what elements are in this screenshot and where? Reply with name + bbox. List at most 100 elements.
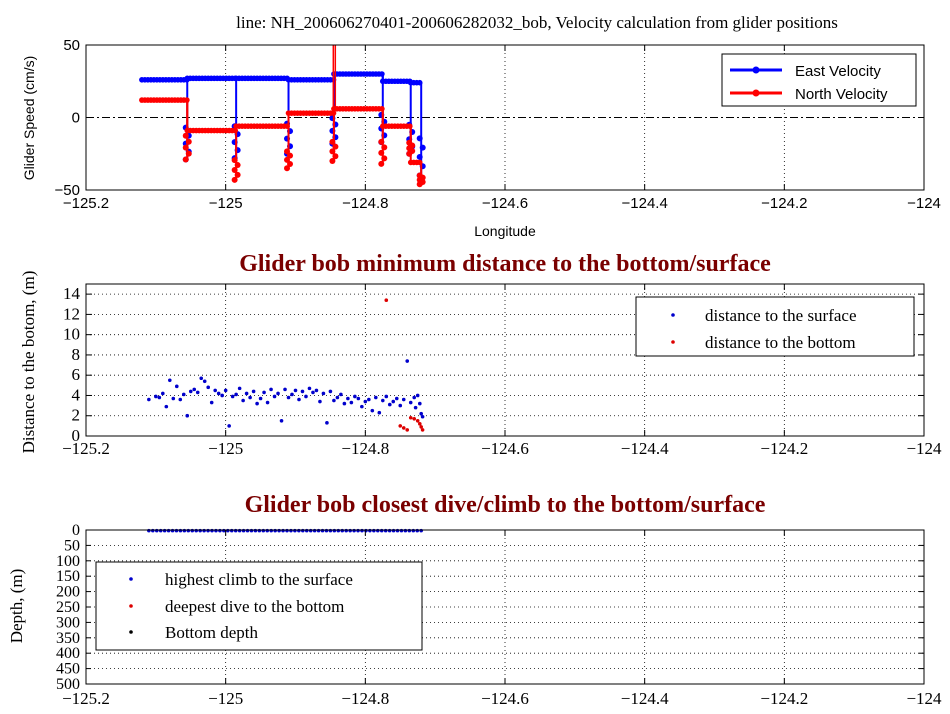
surface-distance-point	[168, 378, 172, 383]
distance-panel: Glider bob minimum distance to the botto…	[19, 251, 942, 458]
bottom-distance-point	[420, 428, 425, 432]
north-velocity-dip-point	[284, 165, 291, 172]
y-tick-label: 150	[56, 568, 80, 585]
climb-surface-point	[273, 528, 277, 533]
climb-surface-point	[352, 528, 356, 533]
climb-surface-point	[147, 528, 151, 533]
surface-distance-point	[307, 386, 312, 391]
surface-distance-point	[332, 398, 336, 403]
surface-distance-point	[269, 387, 273, 392]
y-tick-label: 300	[56, 614, 80, 631]
climb-surface-point	[210, 528, 214, 533]
distance-x-ticks: −125.2 −125 −124.8 −124.6 −124.4 −124.2 −124	[62, 284, 942, 458]
east-velocity-dip-point	[419, 144, 426, 151]
legend-climb-marker	[129, 577, 133, 581]
surface-distance-point	[199, 376, 204, 381]
climb-surface-point	[364, 528, 368, 533]
surface-distance-point	[188, 389, 193, 394]
surface-distance-point	[304, 394, 308, 399]
distance-chart-title: Glider bob minimum distance to the botto…	[239, 251, 771, 277]
surface-distance-point	[342, 401, 347, 406]
x-tick-label: −124	[907, 195, 941, 212]
climb-surface-point	[324, 528, 329, 533]
surface-distance-point	[346, 396, 350, 401]
bottom-distance-point	[401, 426, 406, 430]
surface-distance-point	[171, 396, 176, 401]
north-velocity-dip-point	[231, 166, 238, 173]
distance-y-axis-label: Distance to the botom, (m)	[19, 271, 38, 454]
climb-surface-point	[261, 528, 266, 533]
climb-surface-point	[269, 528, 274, 533]
climb-surface-point	[229, 528, 234, 533]
surface-distance-point	[178, 397, 183, 402]
y-tick-label: 200	[56, 584, 80, 601]
surface-distance-point	[209, 400, 214, 405]
surface-distance-point	[161, 391, 165, 396]
y-tick-label: 100	[56, 553, 80, 570]
legend-bottom-depth-label: Bottom depth	[165, 623, 259, 642]
surface-distance-point	[398, 403, 403, 408]
climb-surface-point	[375, 528, 380, 533]
climb-surface-point	[233, 528, 238, 533]
y-tick-label: 0	[72, 426, 81, 445]
x-tick-label: −124	[906, 689, 942, 708]
y-tick-label: 50	[63, 37, 80, 54]
surface-distance-point	[202, 379, 207, 384]
y-tick-label: 12	[63, 304, 80, 323]
climb-surface-point	[379, 528, 384, 533]
surface-distance-point	[408, 400, 413, 405]
x-tick-label: −124.4	[622, 195, 668, 212]
legend-dive-label: deepest dive to the bottom	[165, 597, 344, 616]
surface-distance-point	[405, 359, 410, 363]
north-velocity-dip-point	[287, 161, 294, 168]
distance-grid	[86, 284, 924, 436]
climb-surface-point	[308, 528, 313, 533]
north-velocity-dip-point	[234, 171, 241, 178]
surface-distance-point	[325, 421, 329, 425]
bottom-distance-point	[415, 419, 420, 423]
x-tick-label: −124.6	[481, 439, 529, 458]
north-velocity-dip-point	[416, 172, 423, 179]
velocity-chart-title: line: NH_200606270401-200606282032_bob, …	[236, 13, 838, 32]
surface-distance-point	[234, 392, 238, 397]
surface-distance-point	[227, 424, 231, 428]
surface-distance-point	[220, 393, 224, 398]
surface-distance-point	[262, 390, 266, 395]
surface-distance-point	[413, 405, 418, 410]
surface-distance-point	[314, 388, 319, 393]
surface-distance-point	[384, 394, 389, 399]
surface-distance-point	[213, 388, 217, 393]
climb-surface-point	[178, 528, 183, 533]
north-velocity-dip-point	[231, 157, 238, 164]
north-velocity-dip-point	[378, 160, 385, 167]
legend-surface-label: distance to the surface	[705, 306, 857, 325]
climb-surface-point	[214, 528, 218, 533]
surface-distance-point	[230, 394, 235, 399]
depth-panel: Glider bob closest dive/climb to the bot…	[7, 492, 942, 708]
surface-distance-point	[321, 391, 326, 396]
climb-surface-point	[154, 528, 159, 533]
climb-surface-point	[174, 528, 179, 533]
climb-surface-point	[253, 528, 258, 533]
x-tick-label: −125	[208, 689, 243, 708]
velocity-legend-box	[721, 53, 917, 107]
climb-surface-point	[186, 528, 191, 533]
climb-surface-point	[289, 528, 293, 533]
climb-surface-point	[285, 528, 289, 533]
x-tick-label: −124.4	[621, 439, 669, 458]
x-tick-label: −125	[208, 439, 243, 458]
surface-distance-point	[353, 394, 357, 399]
surface-distance-point	[164, 404, 169, 409]
surface-distance-point	[286, 395, 291, 400]
climb-surface-point	[257, 528, 262, 533]
climb-surface-point	[304, 528, 309, 533]
y-tick-label: 0	[72, 110, 80, 127]
climb-surface-point	[395, 528, 400, 533]
x-tick-label: −125.2	[62, 439, 110, 458]
velocity-x-axis-label: Longitude	[474, 223, 536, 239]
surface-distance-point	[157, 395, 162, 400]
surface-distance-point	[377, 410, 382, 415]
velocity-y-axis-label: Glider Speed (cm/s)	[21, 56, 37, 180]
north-velocity-dip-point	[381, 155, 388, 162]
x-tick-label: −124.2	[760, 439, 808, 458]
